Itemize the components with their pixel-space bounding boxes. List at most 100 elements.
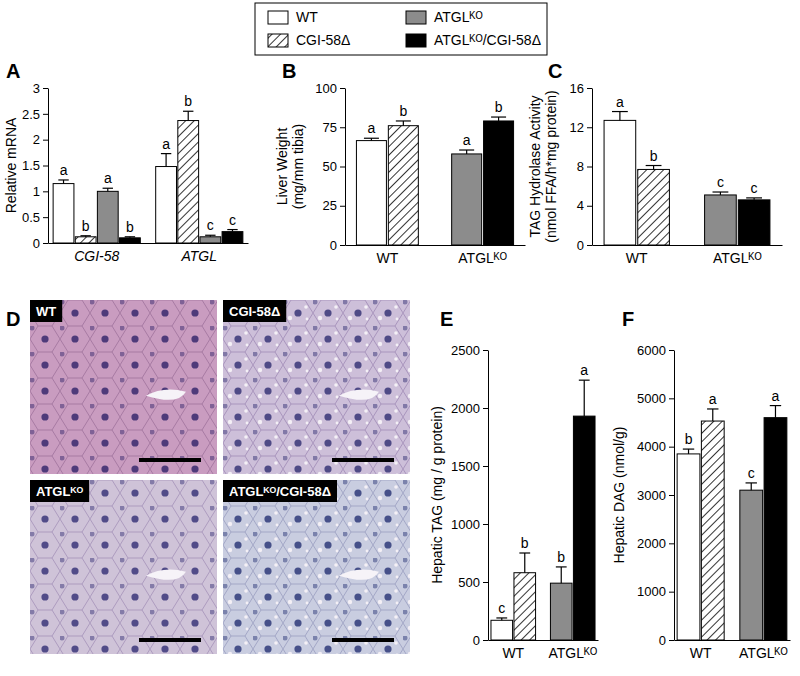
error-bar xyxy=(619,112,620,121)
significance-letter: a xyxy=(616,94,624,110)
y-axis-line xyxy=(592,89,593,246)
significance-letter: c xyxy=(748,465,755,481)
y-axis-title-line: (mg/mm tibia) xyxy=(290,124,306,210)
y-tick xyxy=(669,640,674,641)
error-bar xyxy=(584,380,585,416)
significance-letter: b xyxy=(184,93,192,109)
y-axis: 0481216 xyxy=(570,81,593,253)
scale-bar xyxy=(139,638,201,642)
error-bar xyxy=(188,111,189,120)
figure: A00.511.522.53Relative mRNACGI-58ATGLaba… xyxy=(0,0,800,676)
significance-letter: c xyxy=(229,212,236,228)
bar xyxy=(573,416,595,640)
x-axis-line xyxy=(593,245,783,246)
y-tick-label: 4 xyxy=(577,198,584,213)
y-axis-title: Hepatic TAG (mg / g protein) xyxy=(429,406,445,584)
y-axis-title-line: Relative mRNA xyxy=(3,117,19,213)
x-axis-line xyxy=(346,245,526,246)
significance-letter: a xyxy=(162,136,170,152)
error-bar xyxy=(165,154,166,167)
x-tick-label: ATGL xyxy=(181,248,218,264)
y-tick-label: 3000 xyxy=(637,488,666,503)
error-cap xyxy=(770,405,781,406)
scale-bar xyxy=(332,638,394,642)
significance-letter: c xyxy=(498,600,505,616)
bar xyxy=(738,200,770,245)
y-tick-label: 5000 xyxy=(637,391,666,406)
error-cap xyxy=(746,197,762,198)
y-tick-label: 2000 xyxy=(637,536,666,551)
y-tick-group: 1500 xyxy=(451,459,488,474)
y-axis-line xyxy=(48,89,49,244)
y-tick-group: 50 xyxy=(323,159,345,174)
x-tick-label: WT xyxy=(376,250,398,266)
significance-letter: b xyxy=(521,535,529,551)
micrograph-image xyxy=(223,300,410,474)
letters: abab xyxy=(368,99,503,148)
significance-letter: b xyxy=(650,148,658,164)
bar xyxy=(178,121,199,243)
error-cap xyxy=(579,380,590,381)
micrograph-label-box xyxy=(30,480,89,502)
y-tick-label: 500 xyxy=(458,575,480,590)
significance-letter: b xyxy=(557,549,565,565)
x-tick-group: ATGL xyxy=(181,248,218,264)
y-tick-group: 8 xyxy=(577,159,592,174)
bars xyxy=(491,380,595,640)
error-cap xyxy=(396,120,411,121)
y-tick-label: 0 xyxy=(577,238,584,253)
significance-letter: a xyxy=(60,162,68,178)
y-tick-label: 4000 xyxy=(637,439,666,454)
y-tick-group: 75 xyxy=(323,120,345,135)
error-bar xyxy=(775,406,776,418)
significance-letter: a xyxy=(772,388,780,404)
significance-letter: c xyxy=(751,180,758,196)
y-axis: 0100020003000400050006000 xyxy=(637,343,674,648)
y-tick-label: 0 xyxy=(659,633,666,648)
y-tick-label: 50 xyxy=(323,159,337,174)
y-tick-group: 3 xyxy=(33,81,48,96)
y-tick xyxy=(483,350,488,351)
y-tick-group: 25 xyxy=(323,198,345,213)
y-tick-group: 0.5 xyxy=(22,210,48,225)
vessel xyxy=(339,569,379,579)
y-tick-group: 0 xyxy=(33,236,48,251)
error-cap xyxy=(683,448,694,449)
error-cap xyxy=(205,235,215,236)
scale-bar xyxy=(332,458,394,462)
bar xyxy=(491,620,513,640)
x-axis: WTATGLᴷᴼ xyxy=(675,641,791,661)
y-axis-title-line: Hepatic DAG (nmol/g) xyxy=(611,427,627,564)
x-tick-label: ATGLᴷᴼ xyxy=(713,250,762,266)
y-tick-group: 0 xyxy=(577,238,592,253)
bar xyxy=(604,120,636,245)
error-cap xyxy=(746,482,757,483)
error-bar xyxy=(751,483,752,490)
y-tick xyxy=(43,191,48,192)
y-tick-label: 1.5 xyxy=(22,158,40,173)
panel: F0100020003000400050006000Hepatic DAG (n… xyxy=(611,308,791,661)
significance-letter: c xyxy=(717,174,724,190)
y-tick-group: 0 xyxy=(473,633,488,648)
panel-label: E xyxy=(440,308,453,330)
y-tick xyxy=(483,582,488,583)
panel-d: DWTCGI-58ΔATGLᴷᴼATGLᴷᴼ/CGI-58Δ xyxy=(6,300,410,654)
x-tick-group: CGI-58 xyxy=(74,248,119,264)
y-axis: 0255075100 xyxy=(315,81,345,253)
error-cap xyxy=(491,116,506,117)
x-tick-group: ATGLᴷᴼ xyxy=(458,250,507,266)
bar xyxy=(764,418,787,640)
y-tick-group: 1000 xyxy=(451,517,488,532)
micrograph-image xyxy=(30,300,217,474)
error-cap xyxy=(227,229,237,230)
error-cap xyxy=(646,165,662,166)
y-tick-group: 0 xyxy=(659,633,674,648)
y-tick xyxy=(587,127,592,128)
y-tick-label: 0.5 xyxy=(22,210,40,225)
y-tick-label: 0 xyxy=(330,238,337,253)
micrograph-label: CGI-58Δ xyxy=(229,304,280,319)
y-tick-label: 0 xyxy=(33,236,40,251)
y-tick xyxy=(43,114,48,115)
significance-letter: a xyxy=(463,132,471,148)
bar xyxy=(514,573,536,640)
